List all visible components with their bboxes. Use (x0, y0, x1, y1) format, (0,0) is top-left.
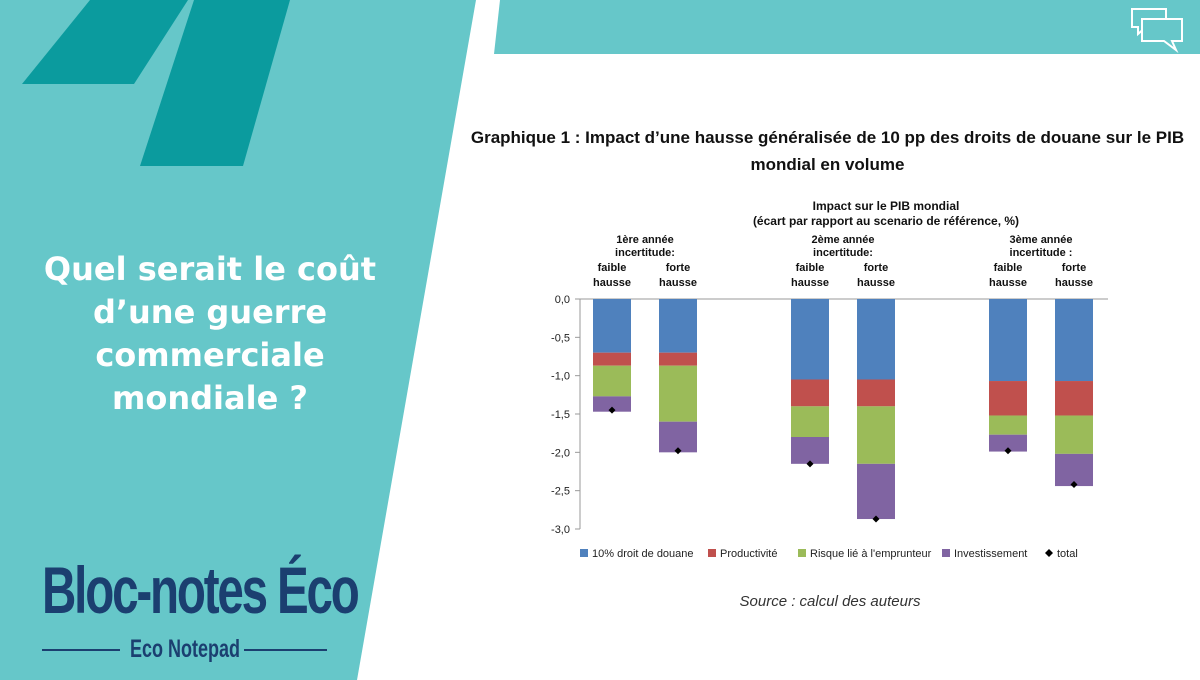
total-marker (1004, 447, 1012, 455)
bar-segment (989, 381, 1027, 416)
y-tick-label: 0,0 (555, 294, 570, 306)
bar-category-label: faible (994, 262, 1023, 274)
bar-category-label: forte (666, 262, 690, 274)
y-tick-label: -3,0 (551, 524, 570, 536)
bar-category-label: faible (598, 262, 627, 274)
chart-title: Impact sur le PIB mondial (813, 199, 960, 213)
bar-category-label: hausse (791, 277, 829, 289)
bar-category-label: forte (1062, 262, 1086, 274)
total-marker (1070, 481, 1078, 489)
total-marker (674, 447, 682, 455)
bar-category-label: faible (796, 262, 825, 274)
legend-swatch (942, 549, 950, 557)
question-line: mondiale ? (112, 379, 308, 417)
total-marker (806, 460, 814, 468)
group-label: incertitude: (615, 247, 675, 259)
bar-segment (659, 352, 697, 366)
bar-segment (1055, 415, 1093, 454)
legend-swatch (708, 549, 716, 557)
question-line: commerciale (95, 336, 325, 374)
total-marker (608, 406, 616, 414)
bar-segment (593, 365, 631, 397)
bar-category-label: hausse (593, 277, 631, 289)
total-marker (872, 515, 880, 523)
chart-title: (écart par rapport au scenario de référe… (753, 214, 1019, 228)
brand-title: Bloc-notes Éco (42, 553, 360, 627)
legend-label: Risque lié à l'emprunteur (810, 548, 932, 560)
y-tick-label: -1,5 (551, 409, 570, 421)
bar-segment (791, 406, 829, 437)
headline-question: Quel serait le coût d’une guerre commerc… (20, 248, 400, 420)
legend-label: Investissement (954, 548, 1027, 560)
question-line: d’une guerre (92, 293, 328, 331)
bar-category-label: forte (864, 262, 888, 274)
y-tick-label: -2,5 (551, 486, 570, 498)
bar-category-label: hausse (659, 277, 697, 289)
bar-segment (791, 379, 829, 407)
legend-label: 10% droit de douane (592, 548, 694, 560)
group-label: incertitude : (1010, 247, 1073, 259)
group-label: 1ère année (616, 234, 673, 246)
legend-marker (1045, 549, 1053, 557)
y-tick-label: -2,0 (551, 447, 570, 459)
brand-logo: Bloc-notes Éco Eco Notepad (42, 553, 360, 662)
source-note: Source : calcul des auteurs (739, 593, 921, 610)
bar-segment (857, 463, 895, 520)
bar-segment (989, 299, 1027, 382)
group-label: 3ème année (1010, 234, 1073, 246)
brand-subtitle-row: Eco Notepad (42, 635, 327, 663)
bar-segment (1055, 299, 1093, 382)
legend-swatch (580, 549, 588, 557)
y-tick-label: -0,5 (551, 332, 570, 344)
bar-segment (989, 415, 1027, 435)
group-label: 2ème année (812, 234, 875, 246)
group-label: incertitude: (813, 247, 873, 259)
bar-segment (659, 299, 697, 353)
bar-category-label: hausse (857, 277, 895, 289)
bar-segment (1055, 453, 1093, 487)
legend-label: Productivité (720, 548, 777, 560)
y-tick-label: -1,0 (551, 371, 570, 383)
bar-segment (593, 396, 631, 412)
divider (244, 649, 327, 651)
bar-segment (659, 421, 697, 453)
brand-subtitle: Eco Notepad (130, 635, 241, 663)
bar-segment (791, 437, 829, 464)
bar-category-label: hausse (989, 277, 1027, 289)
bar-segment (593, 299, 631, 353)
bar-segment (857, 406, 895, 464)
bar-segment (857, 299, 895, 380)
bar-segment (989, 434, 1027, 452)
bar-segment (857, 379, 895, 407)
top-teal-band (494, 0, 1200, 54)
question-line: Quel serait le coût (43, 250, 377, 288)
bar-category-label: hausse (1055, 277, 1093, 289)
chart-heading-line: mondial en volume (750, 155, 905, 174)
bar-segment (1055, 381, 1093, 416)
quote-marks-icon (22, 0, 290, 166)
chart-heading: Graphique 1 : Impact d’une hausse généra… (455, 124, 1200, 178)
chart-heading-line: Graphique 1 : Impact d’une hausse généra… (470, 128, 1185, 147)
divider (42, 649, 120, 651)
bar-segment (593, 352, 631, 366)
bar-segment (659, 365, 697, 422)
speech-bubbles-icon[interactable] (1128, 4, 1188, 56)
stacked-bar-chart: Impact sur le PIB mondial(écart par rapp… (551, 199, 1108, 560)
legend-label: total (1057, 548, 1078, 560)
legend-swatch (798, 549, 806, 557)
bar-segment (791, 299, 829, 380)
left-teal-panel (0, 0, 476, 680)
